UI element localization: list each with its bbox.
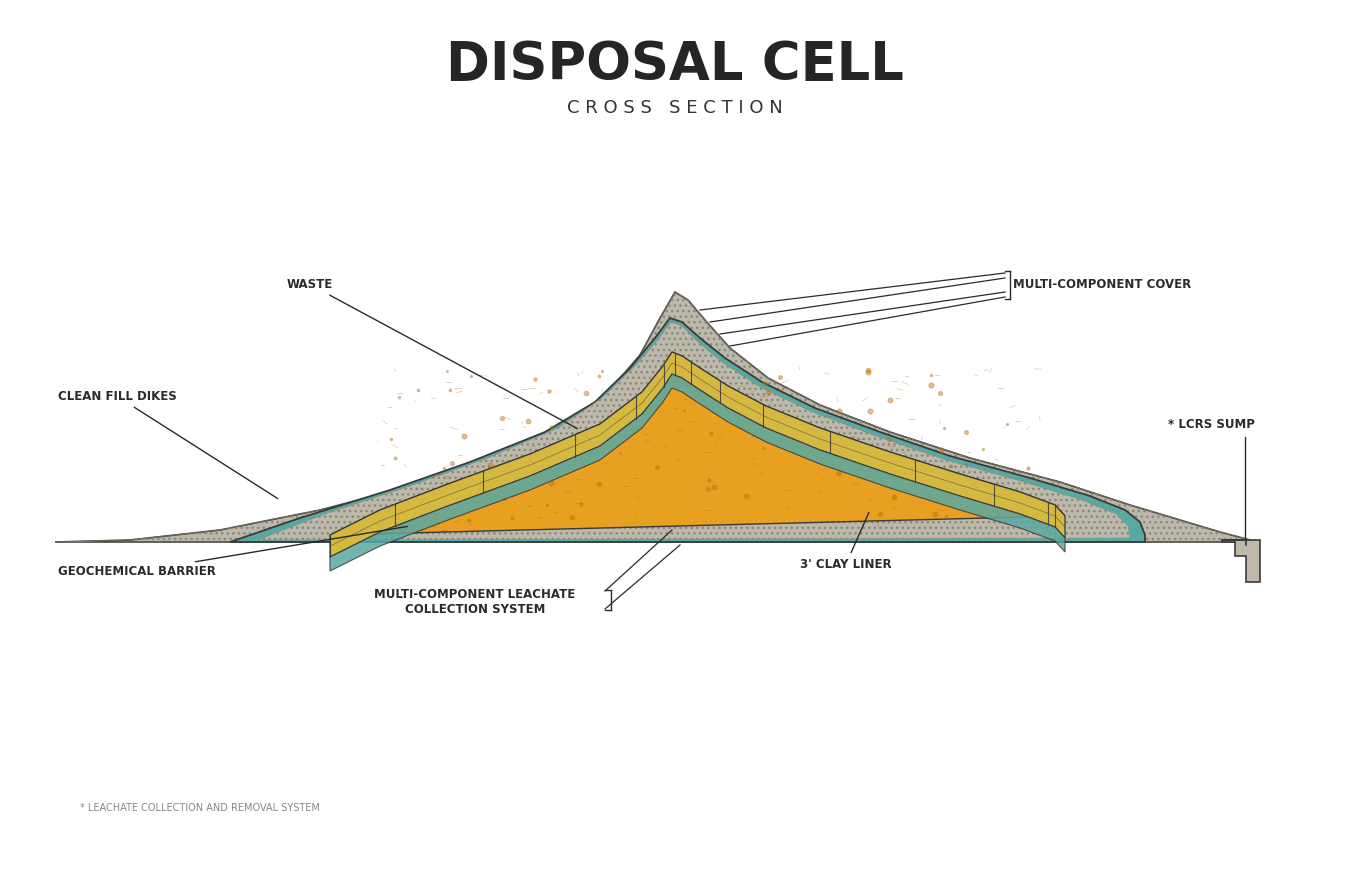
Polygon shape — [329, 352, 1065, 557]
Text: MULTI-COMPONENT LEACHATE
COLLECTION SYSTEM: MULTI-COMPONENT LEACHATE COLLECTION SYST… — [374, 588, 575, 616]
Polygon shape — [329, 352, 1065, 535]
Polygon shape — [258, 322, 1130, 540]
Text: * LCRS SUMP: * LCRS SUMP — [1168, 418, 1256, 539]
Text: MULTI-COMPONENT COVER: MULTI-COMPONENT COVER — [1012, 279, 1191, 292]
Polygon shape — [230, 318, 1145, 542]
Text: WASTE: WASTE — [286, 278, 578, 428]
Text: C R O S S   S E C T I O N: C R O S S S E C T I O N — [567, 99, 783, 117]
Text: CLEAN FILL DIKES: CLEAN FILL DIKES — [58, 390, 278, 498]
Text: 3' CLAY LINER: 3' CLAY LINER — [801, 512, 891, 571]
Polygon shape — [55, 292, 1250, 542]
Text: * LEACHATE COLLECTION AND REMOVAL SYSTEM: * LEACHATE COLLECTION AND REMOVAL SYSTEM — [80, 803, 320, 813]
Text: GEOCHEMICAL BARRIER: GEOCHEMICAL BARRIER — [58, 526, 408, 578]
Polygon shape — [329, 374, 1065, 571]
Polygon shape — [1222, 540, 1260, 582]
Text: DISPOSAL CELL: DISPOSAL CELL — [446, 39, 904, 91]
